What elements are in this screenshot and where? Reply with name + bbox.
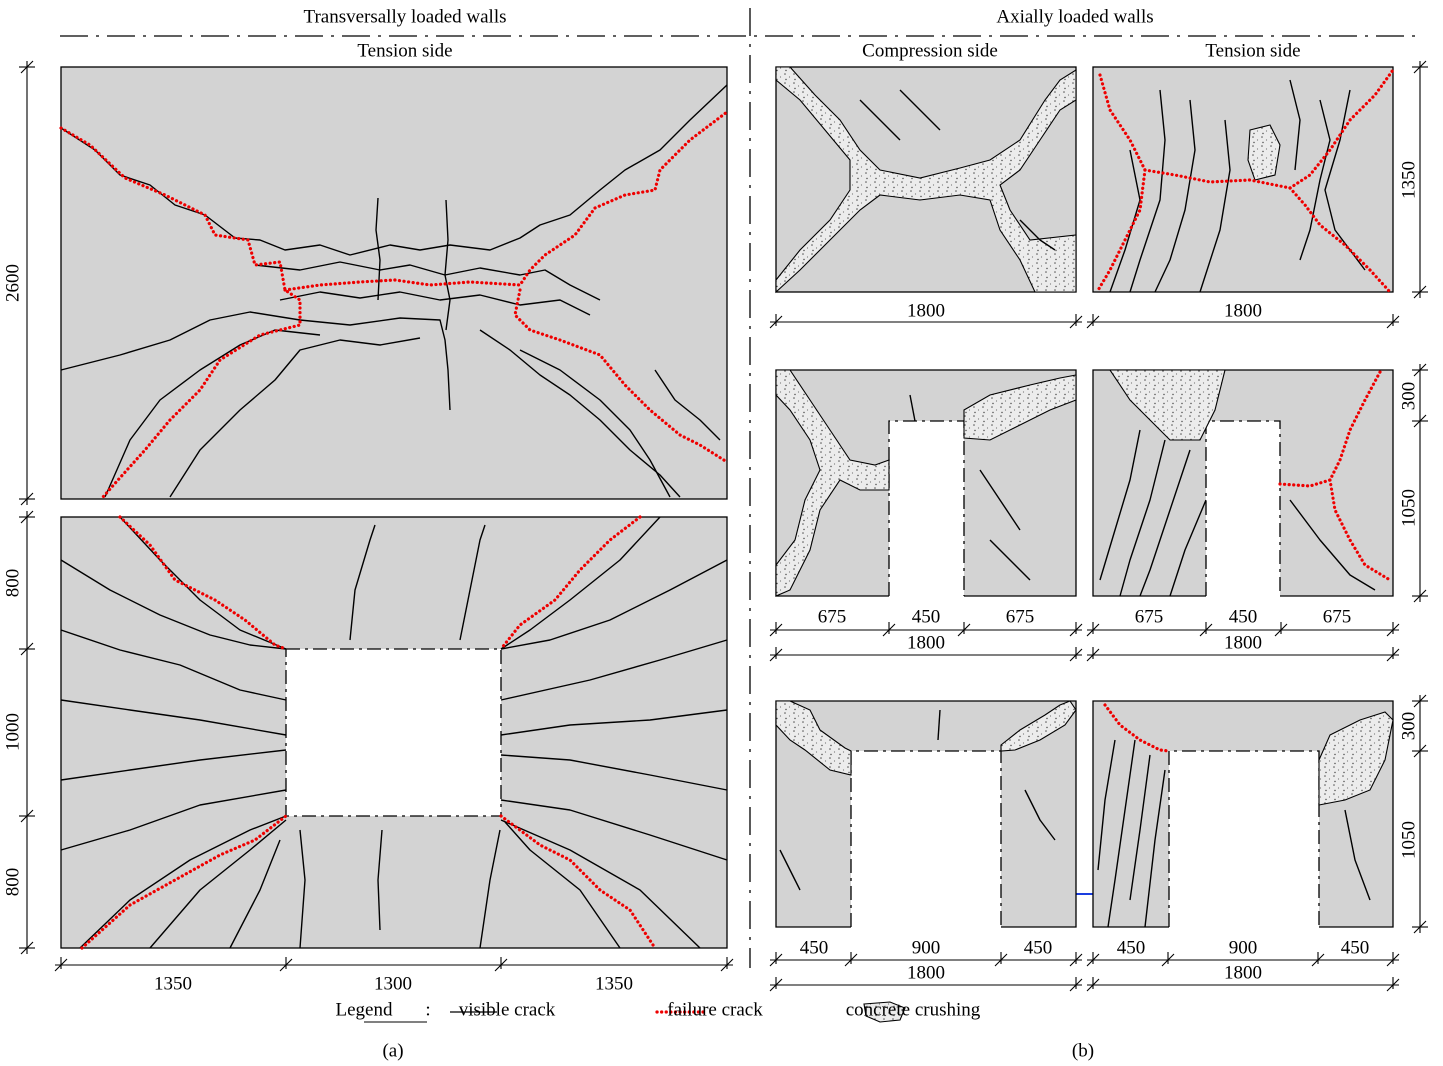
- dimension-label: 1800: [1224, 632, 1262, 653]
- dimension-label: 1050: [1398, 821, 1419, 859]
- dimension-label: 450: [1341, 937, 1370, 958]
- dimension-label: 300: [1398, 712, 1419, 741]
- dimension-label: 450: [912, 606, 941, 627]
- dimension-label: 2600: [2, 264, 23, 302]
- wall-b-row1-compression: [776, 67, 1076, 292]
- dimension-label: 1800: [907, 632, 945, 653]
- dimension-label: 1800: [907, 962, 945, 983]
- dimension-label: 1800: [1224, 300, 1262, 321]
- dimension-label: 675: [818, 606, 847, 627]
- dimension-label: 1350: [595, 973, 633, 994]
- dimension-label: 675: [1135, 606, 1164, 627]
- panel-subtitle: Compression side: [862, 40, 998, 61]
- wall-b-row3-compression: [776, 701, 1076, 927]
- figure: Transversally loaded walls Axially loaded…: [0, 0, 1443, 1066]
- legend-item: visible crack: [459, 999, 556, 1020]
- dimension-label: 1300: [374, 973, 412, 994]
- dimension-label: 300: [1398, 382, 1419, 411]
- dimension-label: 1800: [1224, 962, 1262, 983]
- dimension-label: 675: [1323, 606, 1352, 627]
- legend-item: concrete crushing: [846, 999, 981, 1020]
- legend-item: failure crack: [667, 999, 763, 1020]
- dimension-label: 800: [2, 868, 23, 897]
- dimension-label: 900: [912, 937, 941, 958]
- dimension-label: 900: [1229, 937, 1258, 958]
- dimension-label: 1350: [154, 973, 192, 994]
- dimension-label: 800: [2, 569, 23, 598]
- caption: (a): [382, 1040, 403, 1061]
- wall-a-top: [61, 67, 727, 499]
- wall-a-bottom: [61, 517, 727, 948]
- wall-b-row3-tension: [1093, 701, 1393, 927]
- dimension-label: 1350: [1398, 161, 1419, 199]
- dimension-label: 450: [1117, 937, 1146, 958]
- dimension-label: 1800: [907, 300, 945, 321]
- header-title: Axially loaded walls: [996, 6, 1153, 27]
- dimension-label: 1000: [2, 713, 23, 751]
- wall-b-row1-tension: [1093, 67, 1393, 292]
- panel-subtitle: Tension side: [1205, 40, 1300, 61]
- dimension-label: 450: [1229, 606, 1258, 627]
- legend-title: Legend: [336, 999, 393, 1020]
- caption: (b): [1072, 1040, 1094, 1061]
- header-title: Transversally loaded walls: [304, 6, 507, 27]
- legend-separator: :: [425, 999, 430, 1020]
- dimension-label: 1050: [1398, 489, 1419, 527]
- wall-b-row2-tension: [1093, 370, 1393, 596]
- dimension-label: 675: [1006, 606, 1035, 627]
- panel-subtitle: Tension side: [357, 40, 452, 61]
- dimension-label: 450: [800, 937, 829, 958]
- wall-b-row2-compression: [776, 370, 1076, 596]
- dimension-label: 450: [1024, 937, 1053, 958]
